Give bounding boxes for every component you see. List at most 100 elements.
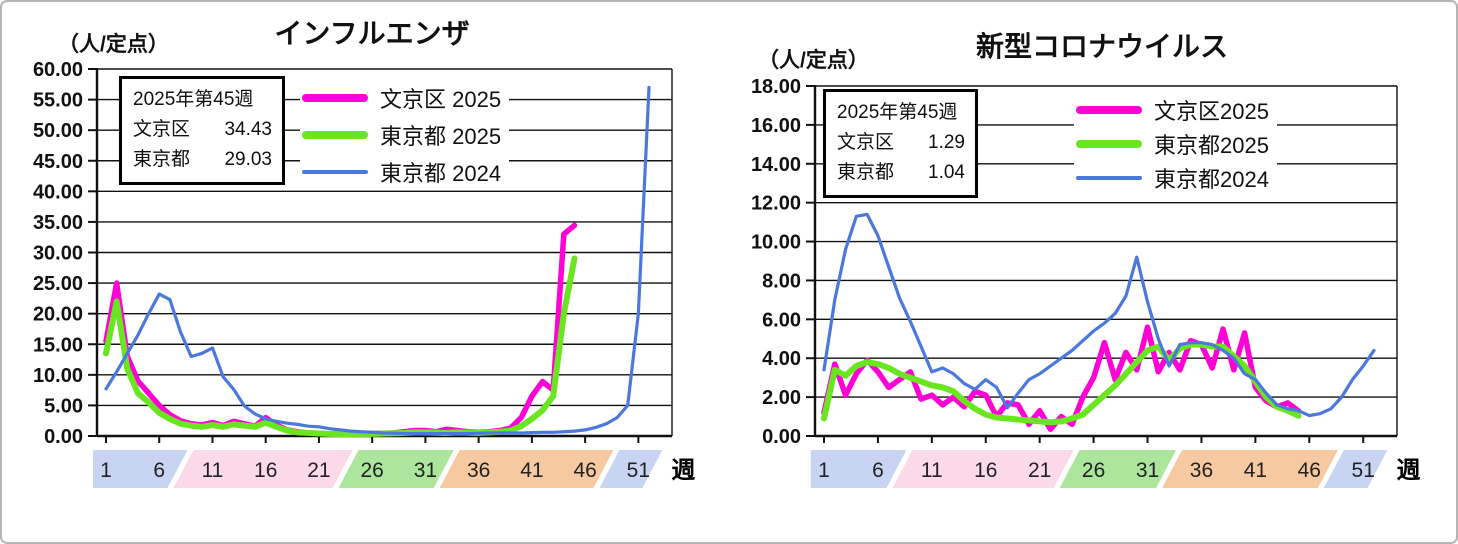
- chart-title: インフルエンザ: [274, 18, 470, 49]
- series-line-tokyo-2025: [821, 341, 1302, 426]
- x-tick-label: 36: [467, 459, 490, 482]
- y-tick-label: 45.00: [33, 151, 83, 173]
- info-row-bunkyo: 文京区 34.43: [133, 115, 272, 145]
- y-tick-label: 30.00: [33, 243, 83, 265]
- y-tick-label: 18.00: [751, 76, 801, 98]
- legend-item-tokyo-2025: 東京都 2025: [300, 116, 510, 153]
- info-value: 29.03: [224, 149, 272, 170]
- x-axis-unit-label: 週: [1396, 457, 1420, 484]
- series-line-bunkyo-2025: [821, 324, 1302, 432]
- x-tick-label: 26: [1082, 459, 1105, 482]
- x-tick-label: 51: [627, 459, 650, 482]
- x-tick-label: 6: [872, 459, 884, 482]
- legend-label: 文京区2025: [1154, 99, 1269, 124]
- info-label: 文京区: [837, 132, 895, 153]
- info-value: 34.43: [224, 119, 272, 140]
- x-tick-label: 16: [254, 459, 277, 482]
- y-tick-label: 50.00: [33, 120, 83, 142]
- x-tick-label: 46: [573, 459, 596, 482]
- x-tick-label: 36: [1190, 459, 1213, 482]
- chart-legend: 文京区2025 東京都2025 東京都2024: [1074, 93, 1277, 195]
- season-band: [810, 450, 907, 488]
- season-band: [1162, 450, 1338, 488]
- y-axis-labels: 0.00 2.00 4.00 6.00 8.00 10.00 12.00 14.00 16.00…: [751, 76, 815, 448]
- chart-title: 新型コロナウイルス: [975, 31, 1228, 62]
- y-tick-label: 40.00: [33, 181, 83, 203]
- legend-item-tokyo-2025: 東京都2025: [1074, 127, 1277, 161]
- influenza-chart-panel: 0.00 5.00 10.00 15.00 20.00 25.00 30.00 35.00 40…: [2, 2, 732, 542]
- x-tick-label: 11: [202, 459, 224, 482]
- x-tick-label: 51: [1352, 459, 1375, 482]
- y-axis-labels: 0.00 5.00 10.00 15.00 20.00 25.00 30.00 35.00 40…: [33, 59, 97, 448]
- y-tick-label: 35.00: [33, 212, 83, 234]
- legend-item-tokyo-2024: 東京都 2024: [300, 153, 510, 190]
- legend-label: 東京都 2025: [380, 123, 502, 149]
- y-tick-label: 2.00: [762, 387, 801, 409]
- y-axis-unit-label: （人/定点）: [758, 49, 869, 72]
- season-band: [599, 450, 663, 488]
- x-tick-label: 41: [520, 459, 543, 482]
- season-bands: [810, 450, 1388, 488]
- info-label: 文京区: [133, 119, 191, 140]
- season-bands: [93, 450, 663, 488]
- y-tick-label: 20.00: [33, 304, 83, 326]
- series-line-tokyo-2025: [103, 255, 578, 438]
- x-axis-labels: 1 6 11 16 21 26 31 36 41 46 51 週: [818, 436, 1420, 484]
- info-value: 1.04: [928, 162, 965, 183]
- y-tick-label: 8.00: [762, 270, 801, 292]
- covid-plot: 0.00 2.00 4.00 6.00 8.00 10.00 12.00 14.00 16.00…: [751, 76, 1420, 488]
- y-tick-label: 6.00: [762, 309, 801, 331]
- series-line-tokyo-2024: [104, 85, 651, 436]
- season-band: [93, 450, 188, 488]
- x-tick-label: 31: [1136, 459, 1159, 482]
- season-band: [892, 450, 1074, 488]
- info-row-bunkyo: 文京区 1.29: [837, 128, 965, 158]
- x-tick-label: 11: [921, 459, 943, 482]
- latest-week-info-box: 2025年第45週 文京区 34.43 東京都 29.03: [119, 76, 285, 185]
- legend-item-tokyo-2024: 東京都2024: [1074, 161, 1277, 195]
- x-tick-label: 41: [1244, 459, 1267, 482]
- y-tick-label: 0.00: [762, 426, 801, 448]
- season-band: [1059, 450, 1177, 488]
- legend-label: 東京都 2024: [380, 160, 502, 186]
- line-swatch-icon: [302, 169, 368, 174]
- y-tick-label: 55.00: [33, 90, 83, 112]
- y-tick-label: 10.00: [33, 365, 83, 387]
- legend-label: 東京都2025: [1154, 133, 1269, 158]
- x-tick-label: 46: [1298, 459, 1321, 482]
- y-tick-label: 14.00: [751, 154, 801, 176]
- line-swatch-icon: [1076, 140, 1142, 148]
- x-axis-labels: 1 6 11 16 21 26 31 36 41 46 51 週: [100, 436, 695, 484]
- y-tick-label: 0.00: [44, 426, 83, 448]
- x-tick-label: 31: [414, 459, 437, 482]
- y-tick-label: 10.00: [751, 232, 801, 254]
- y-tick-label: 12.00: [751, 193, 801, 215]
- x-tick-label: 1: [100, 459, 112, 482]
- info-label: 東京都: [837, 162, 895, 183]
- info-label: 東京都: [133, 149, 191, 170]
- info-row-tokyo: 東京都 1.04: [837, 158, 965, 188]
- covid-chart-panel: 0.00 2.00 4.00 6.00 8.00 10.00 12.00 14.00 16.00…: [732, 2, 1456, 542]
- legend-item-bunkyo-2025: 文京区 2025: [300, 79, 510, 116]
- x-tick-label: 26: [360, 459, 383, 482]
- info-row-tokyo: 東京都 29.03: [133, 145, 272, 175]
- line-swatch-icon: [302, 130, 368, 139]
- legend-label: 東京都2024: [1154, 167, 1269, 192]
- info-box-week-title: 2025年第45週: [133, 89, 254, 110]
- x-tick-label: 16: [974, 459, 997, 482]
- y-axis-unit-label: （人/定点）: [58, 33, 169, 56]
- chart-legend: 文京区 2025 東京都 2025 東京都 2024: [300, 79, 510, 190]
- x-tick-label: 21: [307, 459, 330, 482]
- x-tick-label: 6: [153, 459, 165, 482]
- season-band: [1323, 450, 1388, 488]
- info-box-week-title: 2025年第45週: [837, 102, 958, 123]
- series-line-bunkyo-2025: [103, 222, 578, 437]
- legend-label: 文京区 2025: [380, 86, 502, 112]
- y-tick-label: 4.00: [762, 348, 801, 370]
- info-value: 1.29: [928, 132, 965, 153]
- y-tick-label: 16.00: [751, 115, 801, 137]
- season-band: [439, 450, 614, 488]
- season-band: [338, 450, 454, 488]
- season-band: [173, 450, 353, 488]
